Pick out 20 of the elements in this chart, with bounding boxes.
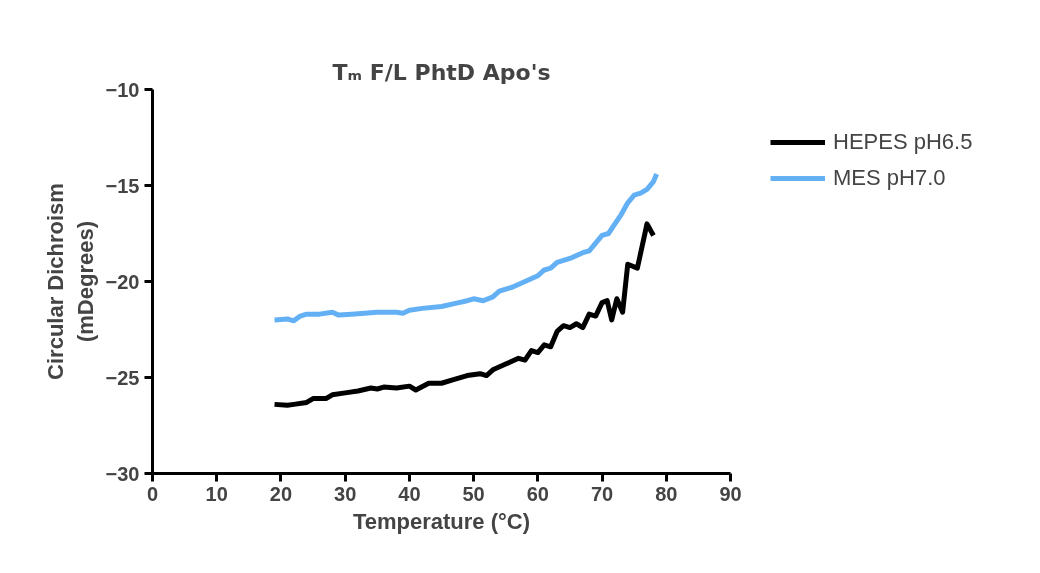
y-tick-label: −20 [105,270,140,293]
x-axis-title: Temperature (°C) [352,508,531,534]
chart-title: Tₘ F/L PhtD Apo's [332,59,551,85]
x-tick-label: 90 [719,482,742,505]
y-tick-label: −10 [105,78,140,101]
x-tick-label: 30 [334,482,357,505]
y-tick-label: −15 [105,174,140,197]
legend-label: HEPES pH6.5 [833,129,973,155]
x-tick-label: 40 [398,482,421,505]
x-tick-label: 0 [146,482,159,505]
y-tick-label: −30 [105,462,140,485]
x-tick-label: 60 [526,482,549,505]
legend-label: MES pH7.0 [833,165,946,191]
x-tick-label: 50 [462,482,485,505]
x-tick-label: 20 [269,482,293,505]
x-tick-label: 10 [205,482,228,505]
y-axis-title: Circular Dichroism (mDegrees) [42,183,98,380]
y-tick-label: −25 [105,366,140,389]
x-tick-label: 80 [655,482,678,505]
x-tick-label: 70 [590,482,614,505]
